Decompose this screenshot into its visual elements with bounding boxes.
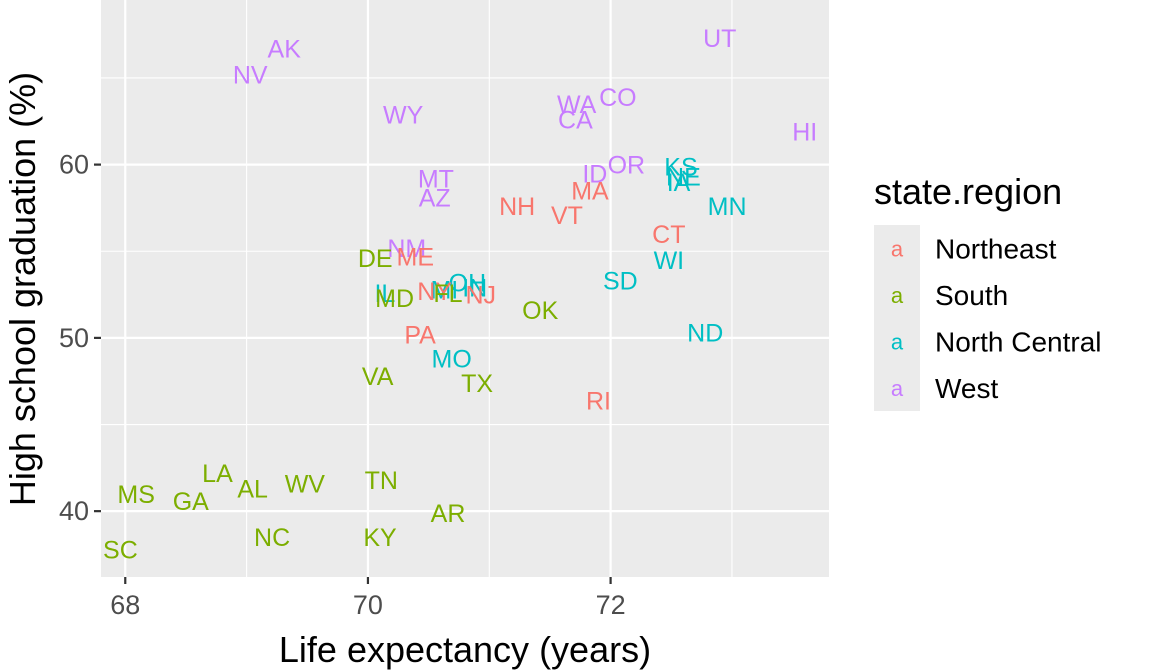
- point-label-ma: MA: [571, 178, 609, 206]
- point-label-ut: UT: [703, 25, 736, 53]
- y-tick-label: 40: [59, 496, 89, 526]
- point-label-nc: NC: [254, 524, 290, 552]
- point-label-ar: AR: [431, 500, 466, 528]
- point-label-or: OR: [608, 152, 646, 180]
- y-tick-label: 60: [59, 150, 89, 180]
- point-label-in: IN: [462, 275, 487, 303]
- point-label-ms: MS: [117, 481, 155, 509]
- point-label-md: MD: [375, 285, 414, 313]
- legend-label: West: [935, 373, 998, 404]
- point-label-me: ME: [397, 243, 435, 271]
- point-label-nd: ND: [687, 320, 723, 348]
- legend-key-3: [874, 364, 920, 411]
- legend-label: Northeast: [935, 233, 1057, 264]
- point-label-nv: NV: [233, 62, 268, 90]
- point-label-tn: TN: [365, 467, 398, 495]
- legend-title: state.region: [874, 171, 1062, 212]
- x-axis-title: Life expectancy (years): [279, 629, 651, 670]
- point-label-de: DE: [358, 245, 393, 273]
- legend: state.region a Northeast a South a North Cent…: [874, 171, 1102, 411]
- point-label-wv: WV: [285, 470, 326, 498]
- legend-key-1: [874, 271, 920, 318]
- point-label-nm: NM: [387, 235, 426, 263]
- point-label-mo: MO: [432, 346, 472, 374]
- x-tick-label: 68: [110, 590, 140, 620]
- point-label-sd: SD: [603, 268, 638, 296]
- point-label-tx: TX: [461, 370, 493, 398]
- plot-panel: [101, 0, 829, 577]
- point-label-co: CO: [599, 84, 637, 112]
- point-label-la: LA: [202, 460, 233, 488]
- point-label-ne: NE: [666, 164, 701, 192]
- point-label-al: AL: [237, 476, 268, 504]
- point-label-ny: NY: [417, 278, 452, 306]
- point-label-wa: WA: [557, 91, 597, 119]
- point-label-fl: FL: [433, 280, 462, 308]
- point-label-il: IL: [374, 280, 395, 308]
- point-label-pa: PA: [404, 321, 436, 349]
- point-label-ky: KY: [363, 524, 397, 552]
- legend-key-2: [874, 318, 920, 365]
- point-label-ok: OK: [522, 297, 558, 325]
- point-label-ak: AK: [268, 36, 302, 64]
- y-axis-title: High school graduation (%): [2, 72, 43, 506]
- point-label-az: AZ: [419, 185, 451, 213]
- point-label-hi: HI: [792, 119, 817, 147]
- y-tick-label: 50: [59, 323, 89, 353]
- x-tick-label: 70: [353, 590, 383, 620]
- point-label-vt: VT: [551, 202, 583, 230]
- point-label-va: VA: [362, 363, 394, 391]
- legend-key-glyph: a: [891, 376, 904, 401]
- point-label-ia: IA: [667, 169, 691, 197]
- y-axis: 40 50 60: [59, 150, 101, 526]
- point-label-oh: OH: [449, 269, 487, 297]
- point-label-mn: MN: [708, 193, 747, 221]
- point-label-nj: NJ: [465, 282, 496, 310]
- point-label-wy: WY: [383, 101, 424, 129]
- point-label-ri: RI: [586, 387, 611, 415]
- point-label-sc: SC: [103, 536, 138, 564]
- legend-key-glyph: a: [891, 329, 904, 354]
- point-label-ct: CT: [652, 221, 685, 249]
- legend-key-0: [874, 225, 920, 272]
- legend-key-glyph: a: [891, 236, 904, 261]
- major-gridlines: [101, 0, 829, 577]
- point-label-ks: KS: [664, 153, 697, 181]
- point-label-mt: MT: [418, 165, 454, 193]
- point-label-ca: CA: [558, 107, 593, 135]
- legend-label: North Central: [935, 326, 1102, 357]
- point-label-wi: WI: [654, 247, 685, 275]
- point-label-mi: MI: [430, 276, 458, 304]
- legend-key-glyph: a: [891, 283, 904, 308]
- legend-label: South: [935, 280, 1008, 311]
- minor-gridlines: [101, 0, 829, 577]
- x-tick-label: 72: [596, 590, 626, 620]
- x-axis: 68 70 72: [110, 577, 626, 620]
- point-label-nh: NH: [499, 193, 535, 221]
- point-label-id: ID: [582, 160, 607, 188]
- point-label-ga: GA: [173, 488, 209, 516]
